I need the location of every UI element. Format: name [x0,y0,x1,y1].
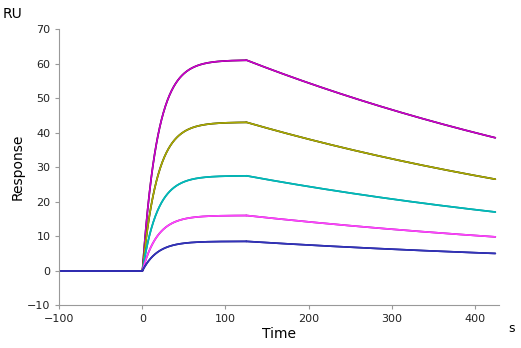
X-axis label: Time: Time [263,327,296,341]
Y-axis label: Response: Response [10,134,24,200]
Text: s: s [508,322,515,335]
Text: RU: RU [2,7,22,21]
